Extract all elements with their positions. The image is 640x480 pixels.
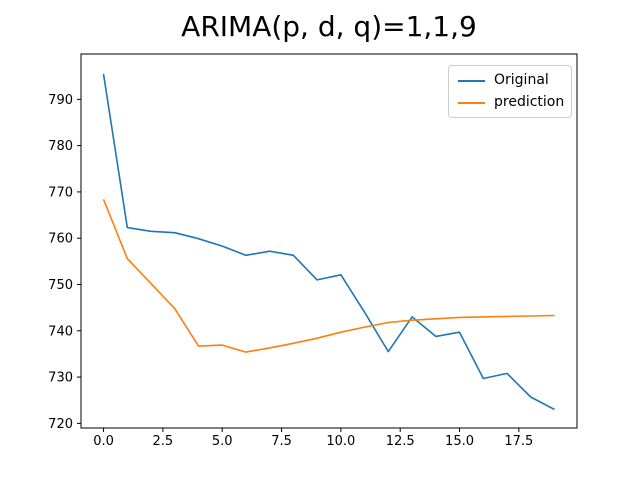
chart-title: ARIMA(p, d, q)=1,1,9 <box>181 10 477 43</box>
x-tick-label: 7.5 <box>271 434 292 449</box>
y-tick-label: 720 <box>48 417 73 432</box>
prediction-line-swatch <box>458 101 485 104</box>
original-line-swatch <box>458 79 485 82</box>
x-tick-label: 17.5 <box>504 434 533 449</box>
prediction-line <box>102 199 555 353</box>
y-tick-label: 780 <box>48 139 73 154</box>
y-tick-label: 760 <box>48 232 73 247</box>
original-line <box>102 73 555 411</box>
plot-area <box>80 53 578 429</box>
x-tick-label: 5.0 <box>212 434 233 449</box>
y-tick-label: 790 <box>48 93 73 108</box>
legend-item: prediction <box>458 94 565 110</box>
x-tick-label: 10.0 <box>326 434 355 449</box>
legend-label: Original <box>494 72 549 88</box>
x-tick-label: 15.0 <box>445 434 474 449</box>
y-tick-label: 740 <box>48 324 73 339</box>
x-tick-label: 12.5 <box>386 434 415 449</box>
y-tick-label: 770 <box>48 185 73 200</box>
y-tick-label: 730 <box>48 371 73 386</box>
y-tick-label: 750 <box>48 278 73 293</box>
legend-label: prediction <box>494 94 565 110</box>
x-tick-label: 0.0 <box>93 434 114 449</box>
legend: Original prediction <box>448 65 572 118</box>
x-tick-label: 2.5 <box>153 434 174 449</box>
legend-item: Original <box>458 73 562 88</box>
